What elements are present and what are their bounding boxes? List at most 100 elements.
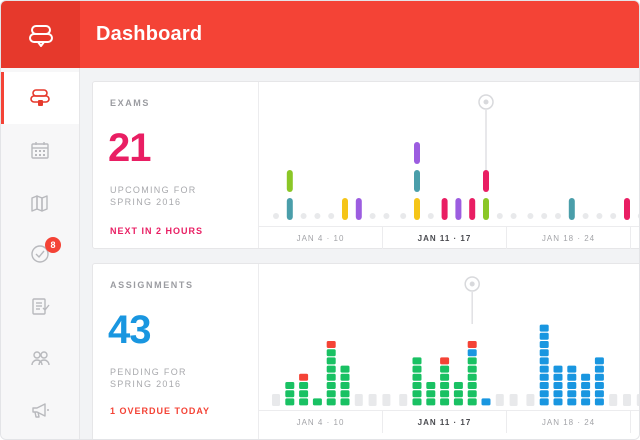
empty-day-dot bbox=[400, 213, 407, 219]
assignment-block bbox=[467, 390, 477, 398]
exam-bar bbox=[286, 170, 293, 192]
megaphone-icon bbox=[32, 403, 49, 418]
sidebar-item-library[interactable] bbox=[1, 176, 79, 228]
assignment-block bbox=[426, 390, 436, 398]
week-label-current[interactable]: JAN 11 · 17 bbox=[383, 227, 507, 249]
empty-day-dot bbox=[555, 213, 561, 219]
assignment-block bbox=[553, 398, 563, 406]
empty-day-bar bbox=[609, 394, 618, 406]
page-title: Dashboard bbox=[96, 23, 203, 45]
empty-day-bar bbox=[526, 394, 535, 406]
exam-bar bbox=[455, 198, 462, 220]
empty-day-dot bbox=[427, 213, 434, 219]
assignment-block bbox=[326, 341, 336, 348]
empty-day-bar bbox=[272, 394, 280, 406]
assignment-block bbox=[453, 382, 463, 389]
exam-bar bbox=[624, 198, 630, 220]
sidebar-item-tasks[interactable]: 8 bbox=[1, 228, 79, 280]
assignment-block bbox=[553, 382, 563, 389]
stacked-logo-icon bbox=[30, 89, 50, 106]
assignment-block bbox=[340, 365, 350, 373]
assignment-block bbox=[539, 382, 549, 389]
assignment-block bbox=[412, 390, 422, 398]
exam-bar bbox=[414, 170, 420, 192]
card-label: EXAMS bbox=[110, 98, 151, 108]
books-icon bbox=[31, 195, 48, 212]
week-label[interactable]: JAN 4 · 10 bbox=[259, 411, 383, 433]
empty-day-bar bbox=[623, 394, 631, 406]
week-label-current[interactable]: JAN 11 · 17 bbox=[383, 411, 507, 433]
week-label[interactable]: JAN 4 · 10 bbox=[259, 227, 383, 249]
assignment-block bbox=[594, 398, 604, 406]
next-exam-link[interactable]: NEXT IN 2 HOURS bbox=[110, 226, 204, 236]
empty-day-bar bbox=[354, 394, 363, 406]
week-label[interactable]: JAN 18 · 24 bbox=[507, 411, 631, 433]
assignment-block bbox=[412, 398, 422, 406]
assignment-block bbox=[467, 341, 477, 348]
assignment-block bbox=[326, 382, 336, 389]
exam-chart bbox=[273, 94, 639, 220]
assignment-block bbox=[440, 390, 450, 398]
empty-day-dot bbox=[510, 213, 517, 219]
exam-week-axis: JAN 4 · 10 JAN 11 · 17 JAN 18 · 24 bbox=[259, 226, 639, 249]
assignment-block bbox=[594, 365, 604, 373]
assignment-block bbox=[412, 373, 422, 381]
top-bar: Dashboard bbox=[80, 1, 639, 68]
sidebar-item-assignments[interactable] bbox=[1, 280, 79, 332]
assignment-block bbox=[581, 382, 591, 389]
assignment-block bbox=[467, 373, 477, 381]
assignment-week-axis: JAN 4 · 10 JAN 11 · 17 JAN 18 · 24 bbox=[259, 410, 639, 433]
empty-day-dot bbox=[527, 213, 534, 219]
assignments-summary: ASSIGNMENTS 43 PENDING FOR SPRING 2016 1… bbox=[93, 264, 259, 439]
empty-day-bar bbox=[368, 394, 377, 406]
assignment-block bbox=[412, 365, 422, 373]
assignment-block bbox=[299, 382, 309, 389]
assignment-block bbox=[539, 332, 549, 340]
exam-bar bbox=[414, 142, 420, 164]
assignment-block bbox=[440, 357, 450, 365]
exams-card: EXAMS 21 UPCOMING FOR SPRING 2016 NEXT I… bbox=[92, 81, 639, 249]
assignment-block bbox=[340, 398, 350, 406]
assignment-block bbox=[440, 373, 450, 381]
assignment-block bbox=[567, 390, 577, 398]
assignment-block bbox=[581, 398, 591, 406]
assignment-block bbox=[299, 373, 309, 381]
exam-bar bbox=[483, 170, 489, 192]
assignment-block bbox=[567, 373, 577, 381]
empty-day-bar bbox=[636, 394, 639, 406]
today-marker-dot bbox=[483, 99, 489, 105]
empty-day-dot bbox=[300, 213, 307, 219]
sidebar-item-calendar[interactable] bbox=[1, 124, 79, 176]
assignment-count: 43 bbox=[108, 308, 151, 352]
sidebar-item-announcements[interactable] bbox=[1, 384, 79, 436]
assignment-block bbox=[326, 390, 336, 398]
empty-day-bar bbox=[495, 394, 504, 406]
week-label[interactable]: JAN 18 · 24 bbox=[507, 227, 631, 249]
empty-day-dot bbox=[637, 213, 639, 219]
assignment-block bbox=[326, 365, 336, 373]
empty-day-dot bbox=[369, 213, 376, 219]
overdue-link[interactable]: 1 OVERDUE TODAY bbox=[110, 406, 211, 416]
exam-bar bbox=[441, 198, 448, 220]
assignment-subtitle: PENDING FOR SPRING 2016 bbox=[110, 367, 187, 389]
notification-badge: 8 bbox=[45, 237, 61, 253]
logo[interactable] bbox=[1, 1, 80, 68]
exams-summary: EXAMS 21 UPCOMING FOR SPRING 2016 NEXT I… bbox=[93, 82, 259, 248]
people-icon bbox=[31, 351, 50, 366]
assignment-block bbox=[539, 341, 549, 348]
assignment-block bbox=[312, 398, 322, 406]
empty-day-dot bbox=[541, 213, 548, 219]
exam-bar bbox=[286, 198, 293, 220]
assignment-block bbox=[426, 398, 436, 406]
stacked-logo-icon bbox=[28, 24, 53, 47]
assignment-block bbox=[481, 398, 491, 406]
empty-day-dot bbox=[582, 213, 589, 219]
assignment-block bbox=[581, 390, 591, 398]
assignment-block bbox=[567, 365, 577, 373]
empty-day-dot bbox=[610, 213, 617, 219]
sidebar-item-people[interactable] bbox=[1, 332, 79, 384]
sidebar-item-home[interactable] bbox=[1, 72, 79, 124]
exam-bar bbox=[414, 198, 420, 220]
assignment-block bbox=[285, 390, 295, 398]
